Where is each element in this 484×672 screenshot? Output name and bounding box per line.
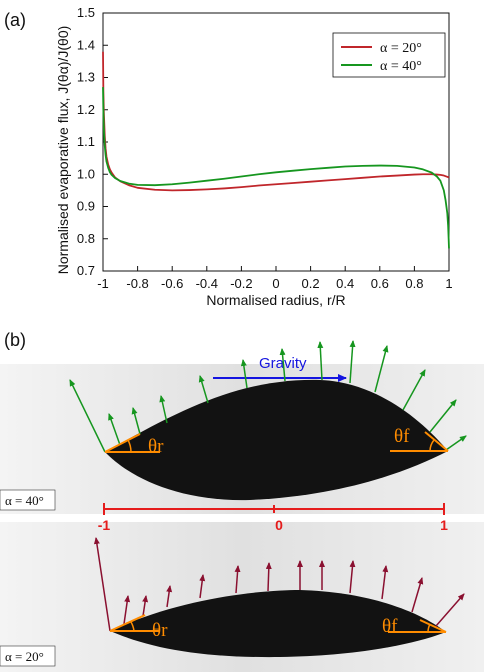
x-tick-label: -0.4 (196, 276, 218, 291)
y-axis-ticks: 0.7 0.8 0.9 1.0 1.1 1.2 1.3 1.4 1.5 (77, 5, 108, 278)
label-box-bottom (0, 645, 56, 667)
flux-arrow (142, 595, 149, 617)
flux-arrow (349, 340, 356, 384)
y-tick-label: 1.2 (77, 102, 95, 117)
theta-r-bottom: θr (152, 620, 168, 641)
panel-b-label: (b) (4, 330, 26, 350)
flux-arrow (445, 435, 467, 451)
theta-f-top: θf (394, 426, 410, 447)
x-tick-label: -1 (97, 276, 109, 291)
label-alpha-20: α = 20° (5, 649, 44, 664)
angle-tangent-bottom-left (109, 614, 146, 632)
theta-f-bottom: θf (382, 616, 398, 637)
label-box-top (0, 489, 56, 511)
angle-tangent-top-right (424, 431, 449, 452)
flux-arrow (234, 565, 241, 594)
flux-arrow (411, 577, 424, 613)
droplet-bottom (110, 590, 446, 658)
flux-arrows-top (69, 340, 467, 453)
angle-arc-bottom-right (427, 623, 431, 633)
scale-label-mid: 0 (275, 517, 283, 533)
x-tick-label: -0.8 (126, 276, 148, 291)
scale-label-right: 1 (440, 517, 448, 533)
y-tick-label: 0.8 (77, 231, 95, 246)
flux-arrow (108, 413, 121, 446)
angle-tangent-top-left (104, 433, 141, 453)
photo-panel-b: Gravity (0, 340, 484, 672)
label-alpha-40: α = 40° (5, 493, 44, 508)
flux-arrow (123, 595, 131, 625)
series-line-1 (102, 51, 450, 192)
x-axis-ticks: -1 -0.8 -0.6 -0.4 -0.2 0 0.2 0.4 0.6 0.8 1 (97, 266, 453, 291)
angle-arc-bottom-left (130, 621, 135, 632)
flux-arrow (374, 345, 389, 393)
legend-label-series-1: α = 20° (380, 41, 422, 56)
droplet-top (105, 379, 448, 501)
y-tick-label: 1.0 (77, 166, 95, 181)
y-axis-title: Normalised evaporative flux, J(θα)/J(θ0) (55, 26, 71, 275)
y-tick-label: 1.5 (77, 5, 95, 20)
flux-arrow (279, 348, 286, 382)
flux-arrows-bottom (93, 537, 465, 632)
theta-r-top: θr (148, 436, 164, 457)
flux-arrow (159, 395, 168, 424)
angle-arc-top-right (429, 439, 435, 452)
x-axis-title: Normalised radius, r/R (206, 292, 345, 308)
y-tick-label: 1.1 (77, 134, 95, 149)
x-tick-label: 0 (272, 276, 279, 291)
flux-arrow (435, 593, 465, 627)
legend-label-series-2: α = 40° (380, 59, 422, 74)
flux-arrow (349, 560, 356, 594)
y-tick-label: 1.3 (77, 70, 95, 85)
x-tick-label: -0.6 (161, 276, 183, 291)
flux-arrow (131, 407, 141, 435)
flux-arrow (69, 379, 106, 453)
x-tick-label: -0.2 (230, 276, 252, 291)
legend: α = 20° α = 40° (332, 32, 446, 78)
x-tick-label: 0.2 (302, 276, 320, 291)
flux-arrow (265, 562, 272, 592)
scale-label-left: -1 (98, 517, 111, 533)
x-tick-label: 0.6 (371, 276, 389, 291)
flux-arrow (429, 399, 457, 433)
flux-arrow (381, 565, 389, 600)
chart-panel-a: 0.7 0.8 0.9 1.0 1.1 1.2 1.3 1.4 1.5 -1 -0.8 -0.6 -0… (55, 5, 453, 308)
angle-arc-top-left (127, 439, 132, 453)
flux-arrow (93, 537, 111, 632)
y-tick-label: 0.7 (77, 263, 95, 278)
x-tick-label: 1 (445, 276, 452, 291)
flux-arrow (402, 369, 426, 411)
series-group (102, 51, 450, 249)
legend-box (332, 32, 446, 78)
x-tick-label: 0.8 (405, 276, 423, 291)
series-line-2 (102, 87, 450, 249)
flux-arrow (240, 359, 248, 389)
contact-angles: θr θf θr θf (104, 426, 449, 641)
flux-arrow (199, 574, 206, 599)
flux-arrow (166, 585, 173, 608)
y-tick-label: 0.9 (77, 199, 95, 214)
panel-a-label: (a) (4, 10, 26, 30)
flux-arrow (317, 341, 324, 381)
y-tick-label: 1.4 (77, 37, 95, 52)
angle-tangent-bottom-right (419, 619, 447, 633)
radius-scale-bar: -1 0 1 (98, 503, 448, 533)
x-tick-label: 0.4 (336, 276, 354, 291)
flux-arrow (198, 375, 209, 404)
